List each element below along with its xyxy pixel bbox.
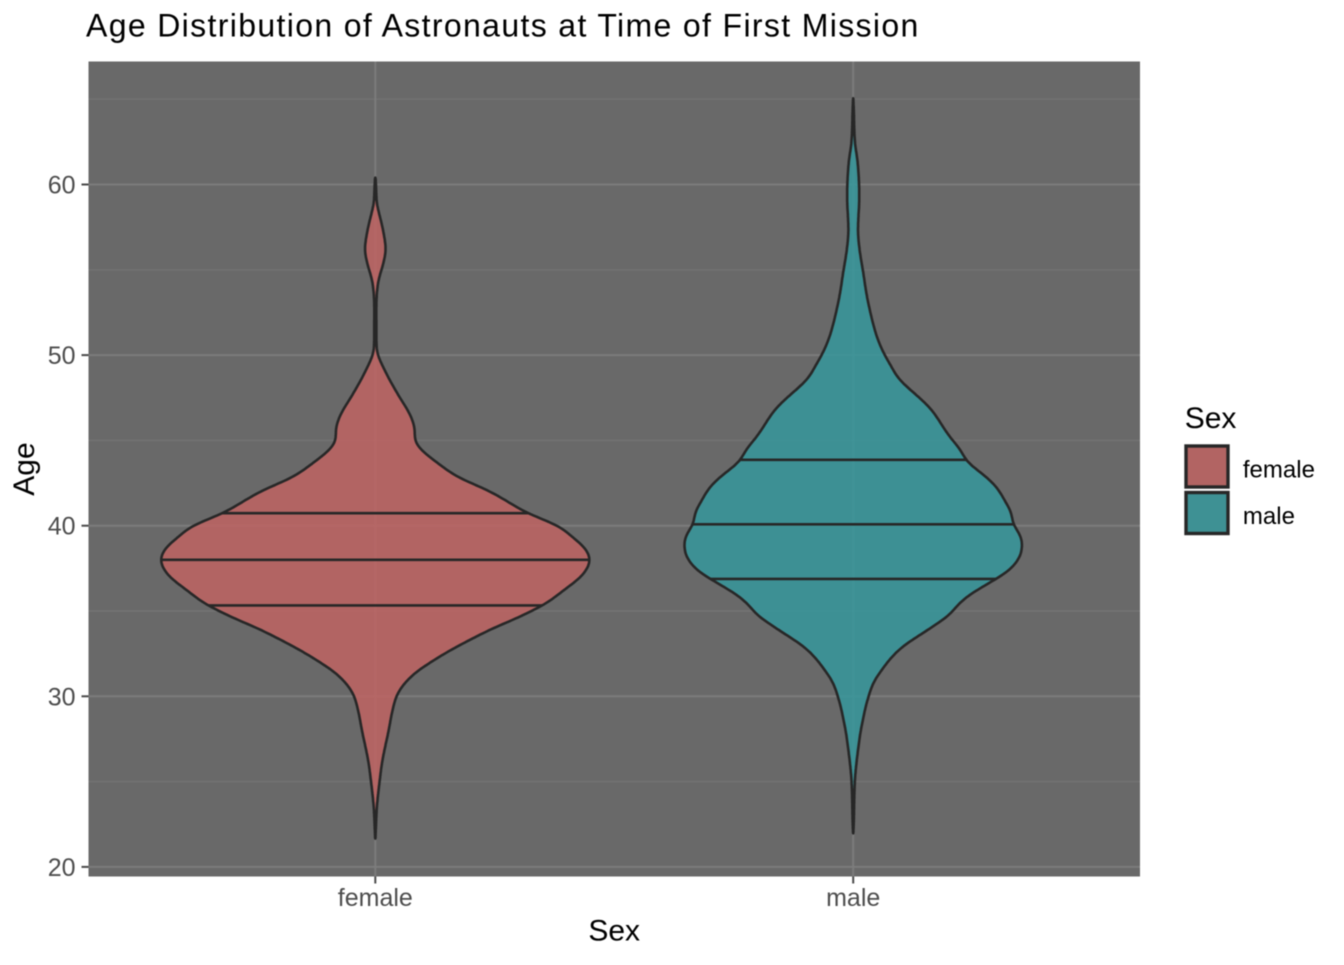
svg-text:50: 50 (48, 342, 76, 370)
svg-text:female: female (338, 884, 413, 912)
svg-text:30: 30 (48, 683, 76, 711)
svg-text:Sex: Sex (1185, 402, 1237, 435)
svg-text:60: 60 (48, 172, 76, 200)
svg-text:20: 20 (48, 854, 76, 882)
svg-text:male: male (1243, 503, 1295, 530)
svg-text:Age Distribution of Astronauts: Age Distribution of Astronauts at Time o… (86, 8, 920, 44)
svg-text:Age: Age (8, 442, 41, 495)
svg-text:male: male (826, 884, 880, 912)
svg-text:female: female (1243, 457, 1315, 484)
svg-text:Sex: Sex (588, 915, 640, 948)
svg-text:40: 40 (48, 513, 76, 541)
